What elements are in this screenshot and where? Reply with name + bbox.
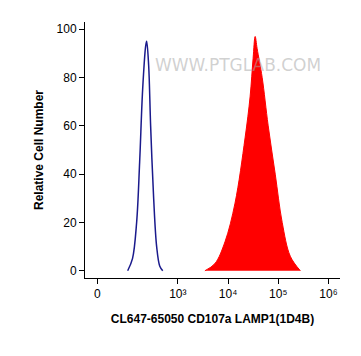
svg-text:10⁴: 10⁴	[219, 287, 238, 301]
svg-text:Relative Cell Number: Relative Cell Number	[32, 90, 46, 210]
svg-text:0: 0	[94, 287, 101, 301]
svg-text:20: 20	[63, 216, 77, 230]
svg-text:100: 100	[57, 22, 77, 36]
svg-text:40: 40	[63, 167, 77, 181]
svg-text:80: 80	[63, 71, 77, 85]
svg-text:60: 60	[63, 119, 77, 133]
svg-text:10⁶: 10⁶	[319, 287, 337, 301]
svg-text:10³: 10³	[169, 287, 186, 301]
svg-text:CL647-65050 CD107a LAMP1(1D4B): CL647-65050 CD107a LAMP1(1D4B)	[111, 312, 314, 326]
svg-text:10⁵: 10⁵	[269, 287, 287, 301]
svg-text:0: 0	[70, 264, 77, 278]
svg-text:WWW.PTGLAB.COM: WWW.PTGLAB.COM	[155, 55, 321, 75]
